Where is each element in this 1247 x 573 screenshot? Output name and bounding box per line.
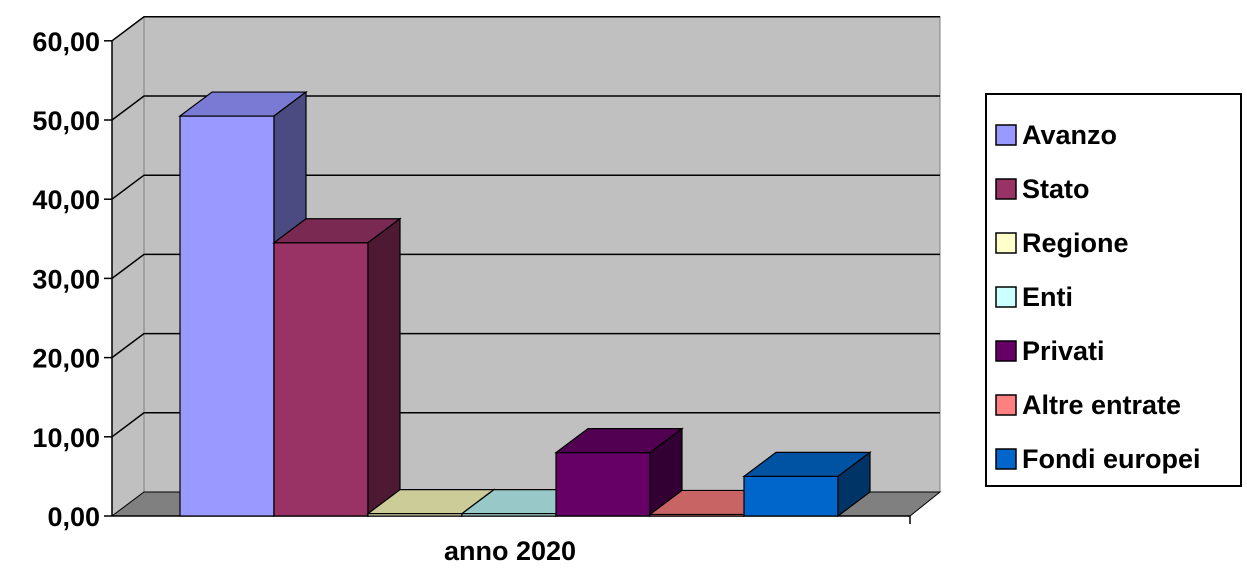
bar-fondi-europei <box>742 451 872 518</box>
y-tick-label: 60,00 <box>32 27 100 57</box>
y-tick-label: 30,00 <box>32 264 100 294</box>
legend-swatch <box>995 340 1017 362</box>
legend-item: Privati <box>995 336 1105 366</box>
y-tick-label: 50,00 <box>32 106 100 136</box>
bar-side <box>367 217 401 518</box>
y-tick-label: 20,00 <box>32 344 100 374</box>
bar-stato <box>272 217 402 518</box>
bar-front <box>555 452 651 517</box>
legend-label: Privati <box>1022 336 1105 366</box>
gridline <box>111 95 940 121</box>
gridline <box>111 253 940 279</box>
legend-label: Stato <box>1022 174 1090 204</box>
bar-front <box>743 475 839 517</box>
gridline <box>111 16 940 42</box>
legend-swatch <box>995 178 1017 200</box>
legend-swatch <box>995 286 1017 308</box>
legend-swatch <box>995 232 1017 254</box>
legend-label: Fondi europei <box>1022 444 1201 474</box>
gridline <box>111 412 940 438</box>
y-tick-label: 10,00 <box>32 423 100 453</box>
bar-front <box>273 242 369 517</box>
gridline <box>111 174 940 200</box>
bar-front <box>179 115 275 517</box>
legend-box <box>985 93 1242 487</box>
y-tick-label: 0,00 <box>47 502 100 532</box>
legend-swatch <box>995 124 1017 146</box>
x-axis: anno 2020 <box>444 536 576 566</box>
legend-item: Enti <box>995 282 1073 312</box>
gridline <box>111 332 940 359</box>
legend-item: Avanzo <box>995 120 1117 150</box>
legend-item: Regione <box>995 228 1129 258</box>
legend: Avanzo Stato Regione Enti Privati Altre entra… <box>985 93 1242 487</box>
bar-series <box>178 90 872 518</box>
legend-label: Enti <box>1022 282 1073 312</box>
legend-label: Avanzo <box>1022 120 1117 150</box>
legend-label: Regione <box>1022 228 1129 258</box>
legend-item: Altre entrate <box>995 390 1181 420</box>
x-tick-label: anno 2020 <box>444 536 576 566</box>
legend-item: Fondi europei <box>995 444 1201 474</box>
gridlines <box>111 16 940 438</box>
legend-swatch <box>995 394 1017 416</box>
y-tick-label: 40,00 <box>32 185 100 215</box>
legend-item: Stato <box>995 174 1090 204</box>
bar-privati <box>554 427 684 518</box>
legend-swatch <box>995 448 1017 470</box>
bar-side <box>837 451 871 518</box>
legend-label: Altre entrate <box>1022 390 1181 420</box>
